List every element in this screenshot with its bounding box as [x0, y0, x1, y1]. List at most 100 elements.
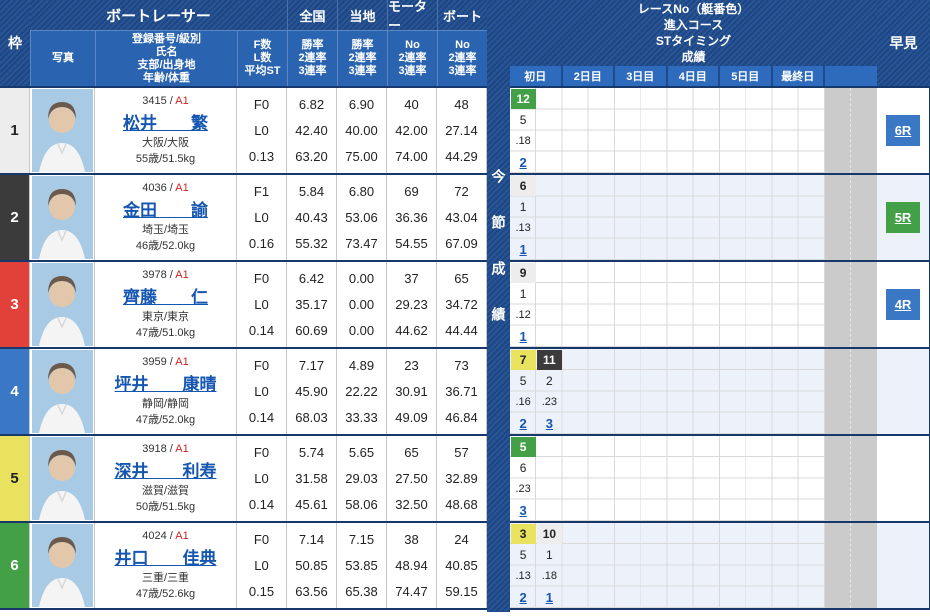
lane-number: 6 [0, 523, 30, 608]
local-3rate: 0.00 [348, 323, 375, 338]
avg-st: 0.14 [248, 410, 275, 425]
national-3rate: 55.32 [295, 236, 328, 251]
racer-group-header: ボートレーサー [106, 7, 211, 25]
racer-name-link[interactable]: 井口 佳典 [114, 549, 217, 568]
st-timing [536, 131, 562, 152]
quick-view-race-link[interactable]: 5R [886, 202, 920, 233]
local-stats: 6.80 53.06 73.47 [337, 175, 387, 260]
race-number-cell: 9 [510, 262, 536, 283]
lane-column-header: 枠 [0, 0, 30, 86]
day-results-grid: 12 5 .18 2 [510, 88, 825, 173]
l-count: L0 [254, 123, 269, 138]
racer-name-link[interactable]: 深井 利寿 [114, 462, 217, 481]
local-2rate: 40.00 [345, 123, 378, 138]
finish-position-link[interactable]: 1 [545, 589, 553, 605]
finish-position-link[interactable]: 2 [519, 154, 527, 170]
st-timing: .12 [515, 309, 531, 322]
header-sub-band: 写真 登録番号/級別 氏名 支部/出身地 年齢/体重 F数 L数 平均ST 勝率… [30, 30, 487, 86]
racer-class: A1 [175, 269, 189, 281]
f-count: F0 [253, 97, 270, 112]
motor-no: 69 [404, 184, 419, 199]
race-entry-1: 5 6 .23 3 [510, 436, 536, 521]
race-entry-1: 7 5 .16 2 [510, 349, 536, 434]
local-win-rate: 6.80 [348, 184, 375, 199]
day-header: 3日目 [615, 66, 668, 86]
st-timing: .18 [541, 570, 558, 583]
boat-3rate: 59.15 [445, 584, 478, 599]
national-rate-header: 勝率 2連率 3連率 [287, 30, 337, 86]
finish-cell: 3 [510, 500, 536, 521]
results-rows: 1 2 5 .18 2 [510, 88, 930, 610]
race-number-cell [536, 436, 562, 457]
finish-cell: 1 [510, 239, 536, 260]
motor-2rate: 36.36 [395, 210, 428, 225]
st-timing [536, 479, 562, 500]
boat-stats: 24 40.85 59.15 [437, 523, 487, 608]
l-count: L0 [254, 210, 269, 225]
race-number-badge: 7 [510, 349, 536, 370]
registration-line: 4036 / A1 [142, 182, 189, 194]
day-header: 5日目 [720, 66, 773, 86]
motor-no: 65 [404, 445, 419, 460]
results-row: 6 1 .13 1 [510, 175, 930, 262]
day-results-grid: 3 5 .13 2 10 1 .18 [510, 523, 825, 608]
race-number-badge [537, 176, 562, 196]
local-3rate: 65.38 [345, 584, 378, 599]
branch-birthplace: 埼玉/埼玉 [141, 224, 190, 236]
day-header: 最終日 [772, 66, 825, 86]
reg-class-separator: / [166, 182, 176, 194]
race-number-badge: 6 [510, 175, 536, 196]
racer-name-link[interactable]: 齊藤 仁 [123, 288, 208, 307]
avg-st: 0.14 [248, 497, 275, 512]
racer-photo [30, 175, 95, 260]
national-3rate: 63.56 [295, 584, 328, 599]
motor-2rate: 27.50 [395, 471, 428, 486]
racer-name-link[interactable]: 金田 諭 [123, 201, 208, 220]
local-win-rate: 6.90 [348, 97, 375, 112]
quick-view-race-link[interactable]: 4R [886, 289, 920, 320]
finish-position-link[interactable]: 3 [519, 502, 527, 518]
boat-3rate: 44.44 [445, 323, 478, 338]
racer-name-link[interactable]: 坪井 康晴 [114, 375, 217, 394]
reg-class-separator: / [166, 443, 176, 455]
racer-row: 2 4036 / A1 金田 諭 埼 [0, 175, 487, 262]
boat-2rate: 34.72 [445, 297, 478, 312]
finish-position-link[interactable]: 2 [519, 589, 527, 605]
finish-position-link[interactable]: 2 [519, 415, 527, 431]
finish-position-link[interactable]: 1 [519, 328, 527, 344]
racer-photo-placeholder [31, 350, 93, 433]
finish-cell: 2 [510, 587, 536, 608]
reg-class-separator: / [166, 95, 176, 107]
finish-position-link[interactable]: 1 [519, 241, 527, 257]
national-stats: 5.84 40.43 55.32 [287, 175, 337, 260]
boat-3rate: 67.09 [445, 236, 478, 251]
finish-position-link[interactable]: 3 [545, 415, 553, 431]
race-info-header: レースNo（艇番色） 進入コース STタイミング 成績 [510, 0, 877, 66]
national-3rate: 60.69 [295, 323, 328, 338]
racer-name-link[interactable]: 松井 繁 [123, 114, 208, 133]
day-headers: 初日 2日目 3日目 4日目 5日目 最終日 [510, 66, 825, 86]
day-results-grid: 7 5 .16 2 11 2 .23 [510, 349, 825, 434]
motor-stats: 69 36.36 54.55 [387, 175, 437, 260]
national-2rate: 50.85 [295, 558, 328, 573]
motor-3rate: 49.09 [395, 410, 428, 425]
local-3rate: 75.00 [345, 149, 378, 164]
racer-row: 3 3978 / A1 齊藤 仁 東 [0, 262, 487, 349]
st-timing: .18 [515, 135, 531, 148]
boat-no-header: No 2連率 3連率 [437, 30, 487, 86]
entry-course: 2 [546, 373, 553, 388]
motor-2rate: 29.23 [395, 297, 428, 312]
lane-number: 4 [0, 349, 30, 434]
quick-view-race-link[interactable]: 6R [886, 115, 920, 146]
motor-stats: 40 42.00 74.00 [387, 88, 437, 173]
avg-st: 0.14 [248, 323, 275, 338]
race-entry-2 [536, 175, 562, 260]
racer-photo-placeholder [31, 524, 93, 607]
entry-course: 5 [519, 373, 527, 388]
day-header: 2日目 [562, 66, 615, 86]
local-2rate: 29.03 [345, 471, 378, 486]
boat-stats: 65 34.72 44.44 [437, 262, 487, 347]
race-number-cell [536, 88, 562, 109]
registration-number: 3978 [142, 269, 167, 281]
entry-course: 5 [519, 112, 527, 127]
